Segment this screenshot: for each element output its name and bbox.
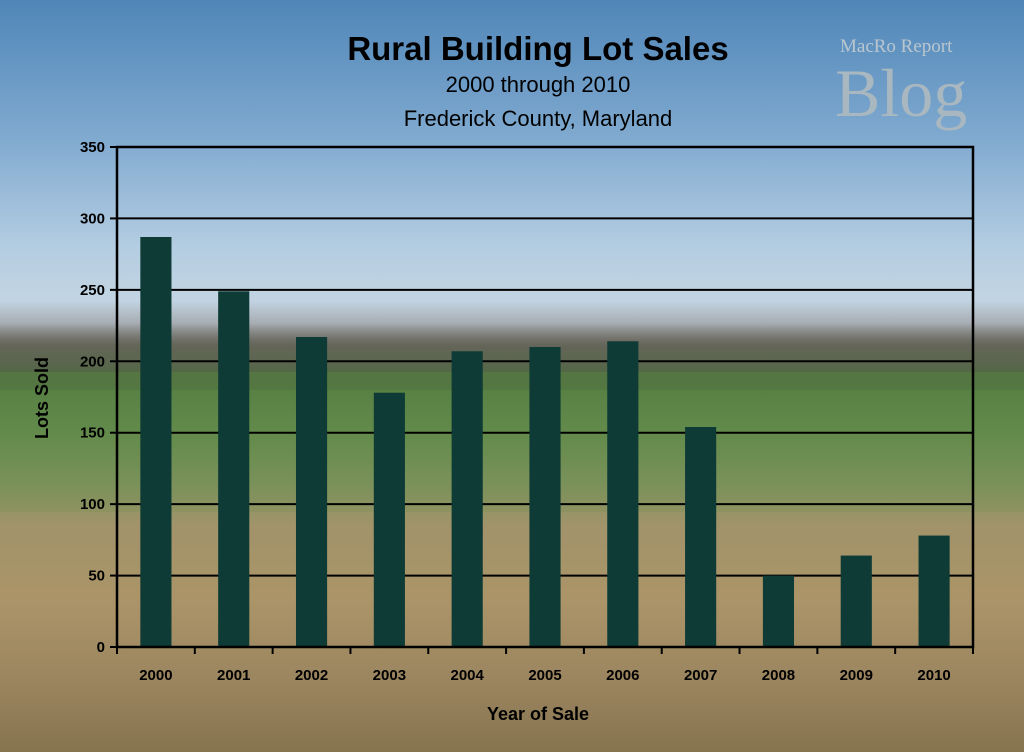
x-tick-label: 2008 <box>762 667 795 684</box>
y-tick-labels: 0 50 100 150 200 250 300 350 <box>80 139 105 656</box>
y-tick-label: 300 <box>80 210 105 227</box>
y-tick-label: 250 <box>80 282 105 299</box>
x-axis-label: Year of Sale <box>487 704 589 724</box>
bar-2001 <box>218 291 250 647</box>
y-tick-label: 150 <box>80 425 105 442</box>
axes <box>110 145 975 654</box>
x-tick-label: 2003 <box>373 667 406 684</box>
x-tick-label: 2000 <box>139 667 172 684</box>
bar-2007 <box>685 427 717 647</box>
chart-subtitle-line2: Frederick County, Maryland <box>404 106 673 131</box>
x-tick-labels: 2000 2001 2002 2003 2004 2005 2006 2007 2008 2009… <box>139 667 951 684</box>
y-tick-label: 0 <box>97 639 105 656</box>
x-tick-label: 2004 <box>450 667 484 684</box>
bar-2008 <box>762 575 795 647</box>
chart-subtitle-line1: 2000 through 2010 <box>446 72 631 97</box>
bar-2005 <box>529 347 561 647</box>
bar-2006 <box>607 341 639 647</box>
y-tick-label: 100 <box>80 496 105 513</box>
bar-2000 <box>140 237 172 647</box>
x-tick-label: 2009 <box>840 667 873 684</box>
watermark-logo: Blog <box>835 55 967 131</box>
x-tick-label: 2006 <box>606 667 639 684</box>
bar-2009 <box>840 555 872 647</box>
x-tick-label: 2010 <box>917 667 950 684</box>
y-tick-label: 50 <box>88 568 105 585</box>
bar-2004 <box>451 351 483 647</box>
x-tick-label: 2002 <box>295 667 328 684</box>
plot-frame <box>115 145 975 649</box>
bar-2003 <box>373 392 405 647</box>
bar-2002 <box>295 337 328 647</box>
bar-2010 <box>918 535 950 647</box>
x-tick-label: 2001 <box>217 667 250 684</box>
chart-title: Rural Building Lot Sales <box>347 30 728 67</box>
bars <box>140 237 950 647</box>
x-tick-label: 2005 <box>528 667 561 684</box>
y-axis-label: Lots Sold <box>32 357 52 439</box>
watermark-text: MacRo Report <box>840 36 953 57</box>
x-tick-label: 2007 <box>684 667 717 684</box>
y-tick-label: 200 <box>80 353 105 370</box>
y-tick-label: 350 <box>80 139 105 156</box>
